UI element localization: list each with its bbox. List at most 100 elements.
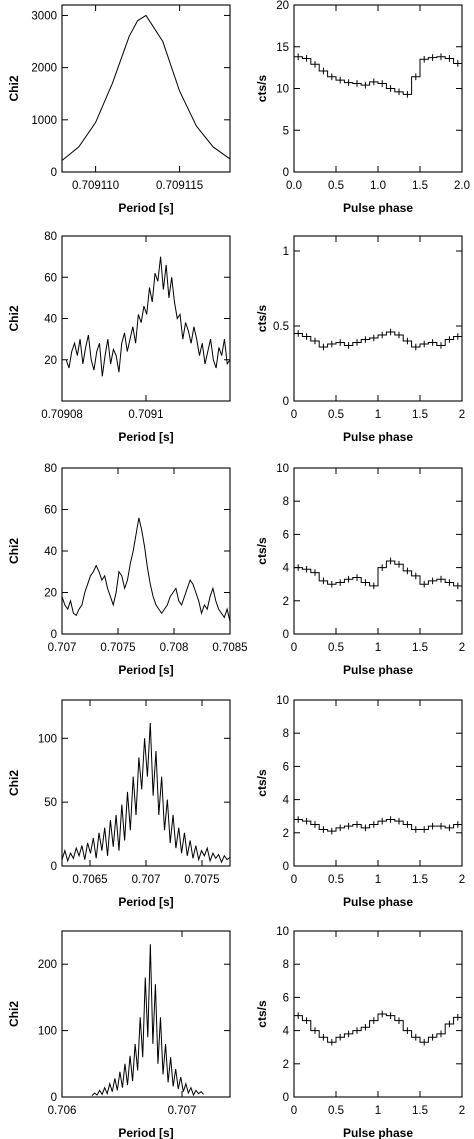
y-tick-label: 40 [44, 314, 57, 326]
y-axis-label: cts/s [255, 305, 269, 333]
x-tick-label: 0.707 [168, 1105, 197, 1117]
x-tick-label: 0 [291, 874, 297, 886]
x-tick-label: 2 [459, 1105, 465, 1117]
y-tick-label: 20 [276, 0, 289, 12]
x-tick-label: 0.706 [48, 1105, 77, 1117]
y-tick-label: 20 [44, 588, 57, 600]
y-tick-label: 100 [38, 733, 57, 745]
panel-profile-1: 0.0 0.5 1.0 1.5 2.0 0 5 10 15 20 Pulse phase cts/s [255, 0, 470, 215]
panel-profile-4: 0 0.5 1 1.5 2 0 2 4 6 8 10 Pulse phase cts/s [255, 695, 465, 909]
y-tick-label: 0 [51, 629, 57, 641]
y-tick-label: 60 [44, 272, 57, 284]
x-tick-label: 0.7075 [184, 874, 219, 886]
x-tick-label: 0.707 [132, 874, 161, 886]
y-axis-label: cts/s [255, 537, 269, 565]
x-axis-label: Period [s] [118, 663, 173, 677]
y-tick-label: 2 [283, 828, 289, 840]
y-tick-label: 2 [283, 1059, 289, 1071]
chi2-3-frame [61, 467, 231, 635]
y-tick-label: 40 [44, 546, 57, 558]
x-tick-label: 0 [291, 642, 297, 654]
y-tick-label: 0 [283, 1092, 289, 1104]
x-tick-label: 0.5 [328, 874, 344, 886]
x-tick-label: 0.5 [328, 642, 344, 654]
x-tick-label: 1.5 [412, 642, 428, 654]
panel-profile-2: 0 0.5 1 1.5 2 0 0.5 1 Pulse phase cts/s [255, 235, 465, 444]
x-tick-label: 2.0 [454, 180, 470, 192]
y-tick-label: 8 [283, 728, 289, 740]
x-tick-label: 0.708 [160, 642, 189, 654]
y-tick-label: 0 [283, 861, 289, 873]
y-tick-label: 10 [276, 695, 289, 707]
chi2-5-series-line [91, 944, 204, 1097]
y-tick-label: 8 [283, 496, 289, 508]
y-tick-label: 8 [283, 959, 289, 971]
y-tick-label: 80 [44, 463, 57, 475]
x-axis-label: Period [s] [118, 895, 173, 909]
x-tick-label: 1.0 [370, 180, 386, 192]
x-tick-label: 0.709110 [72, 180, 119, 192]
x-tick-label: 1.5 [412, 874, 428, 886]
chi2-4-series-line [61, 722, 231, 864]
profile-4-frame [293, 699, 463, 867]
x-tick-label: 1.5 [412, 1105, 428, 1117]
panel-profile-3: 0 0.5 1 1.5 2 0 2 4 6 8 10 Pulse phase cts/s [255, 463, 465, 677]
profile-2-step-profile [294, 331, 462, 348]
profile-5-step-profile [294, 1013, 462, 1043]
x-tick-label: 0.5 [328, 409, 344, 421]
y-tick-label: 0 [51, 1092, 57, 1104]
chi2-3-series-line [61, 517, 231, 622]
y-tick-label: 50 [44, 797, 57, 809]
chi2-4-frame [61, 699, 231, 867]
y-tick-label: 10 [276, 926, 289, 938]
panel-chi2-2: 0.70908 0.7091 20 40 60 80 Period [s] Chi2 [7, 231, 231, 444]
y-tick-label: 0 [283, 167, 289, 179]
x-axis-label: Pulse phase [343, 1126, 413, 1139]
y-tick-label: 0 [283, 629, 289, 641]
y-axis-label: cts/s [255, 1000, 269, 1028]
y-axis-label: Chi2 [7, 538, 21, 564]
y-tick-label: 20 [44, 355, 57, 367]
x-tick-label: 0.0 [286, 180, 302, 192]
y-tick-label: 5 [283, 125, 289, 137]
chi2-1-series-line [61, 14, 231, 161]
y-tick-label: 1 [283, 246, 289, 258]
y-axis-label: Chi2 [7, 305, 21, 331]
x-axis-label: Pulse phase [343, 430, 413, 444]
y-tick-label: 0 [51, 167, 57, 179]
panel-chi2-4: 0.7065 0.707 0.7075 0 50 100 Period [s] Chi2 [7, 699, 231, 909]
y-tick-label: 4 [283, 563, 290, 575]
x-tick-label: 0.5 [328, 180, 344, 192]
y-tick-label: 15 [276, 42, 289, 54]
x-axis-label: Period [s] [118, 430, 173, 444]
panel-chi2-3: 0.707 0.7075 0.708 0.7085 0 20 40 60 80 Period [s… [7, 463, 248, 677]
y-tick-label: 4 [283, 795, 290, 807]
y-tick-label: 10 [276, 84, 289, 96]
x-tick-label: 1 [375, 409, 381, 421]
x-tick-label: 2 [459, 874, 465, 886]
x-axis-label: Pulse phase [343, 895, 413, 909]
y-axis-label: Chi2 [7, 75, 21, 101]
y-tick-label: 3000 [31, 10, 57, 22]
profile-1-frame [293, 4, 463, 173]
x-axis-label: Period [s] [118, 201, 173, 215]
y-axis-label: cts/s [255, 75, 269, 103]
x-tick-label: 0.709115 [156, 180, 203, 192]
chi2-2-series-line [65, 256, 231, 377]
x-tick-label: 1.5 [412, 180, 428, 192]
x-tick-label: 1.5 [412, 409, 428, 421]
profile-2-frame [293, 235, 463, 402]
panel-chi2-1: 0.709110 0.709115 0 1000 2000 3000 Period [s] C… [7, 4, 231, 215]
x-tick-label: 0 [291, 1105, 297, 1117]
chi2-2-frame [61, 235, 231, 402]
x-tick-label: 0.5 [328, 1105, 344, 1117]
y-axis-label: cts/s [255, 769, 269, 797]
profile-4-step-profile [294, 819, 462, 832]
x-tick-label: 1 [375, 874, 381, 886]
y-tick-label: 6 [283, 529, 289, 541]
chi2-5-frame [61, 930, 231, 1098]
x-tick-label: 0.70908 [41, 409, 83, 421]
y-tick-label: 6 [283, 761, 289, 773]
x-tick-label: 0.7091 [128, 409, 163, 421]
